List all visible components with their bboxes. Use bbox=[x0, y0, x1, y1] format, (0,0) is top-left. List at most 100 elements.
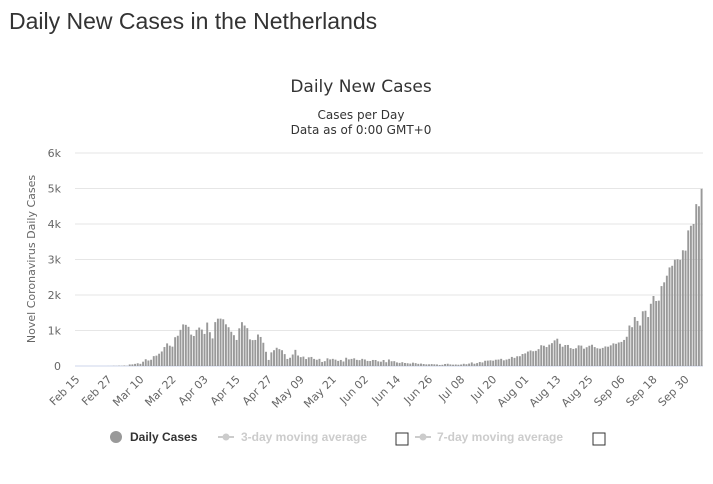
bar bbox=[684, 250, 687, 367]
bar bbox=[417, 363, 420, 366]
bar bbox=[289, 357, 292, 366]
bar bbox=[155, 355, 158, 366]
bar bbox=[628, 325, 631, 366]
legend-item-3day-average[interactable]: 3-day moving average bbox=[218, 430, 367, 444]
bar bbox=[377, 361, 380, 366]
bar bbox=[147, 360, 150, 366]
legend-label: 3-day moving average bbox=[241, 430, 367, 444]
bar bbox=[596, 348, 599, 366]
bar bbox=[558, 343, 561, 366]
bar bbox=[545, 347, 548, 366]
bar bbox=[607, 346, 610, 366]
bar bbox=[540, 345, 543, 366]
bar bbox=[131, 364, 134, 366]
bar bbox=[363, 359, 366, 366]
bar bbox=[534, 350, 537, 366]
bar bbox=[412, 362, 414, 366]
bar bbox=[695, 204, 698, 366]
bar bbox=[262, 342, 265, 366]
bar bbox=[623, 339, 626, 366]
bar bbox=[617, 342, 620, 366]
legend-marker-circle-icon bbox=[110, 431, 122, 443]
bar bbox=[297, 355, 300, 366]
x-tick-label: Jun 02 bbox=[337, 373, 371, 407]
bar bbox=[633, 317, 636, 366]
bar bbox=[347, 359, 350, 366]
bar bbox=[668, 267, 671, 366]
legend: Daily Cases 3-day moving average 7-day m… bbox=[110, 430, 606, 446]
bar bbox=[577, 345, 580, 366]
bar bbox=[329, 359, 332, 366]
bar bbox=[462, 363, 465, 366]
bar bbox=[350, 358, 353, 366]
checkbox-3day-average[interactable] bbox=[395, 432, 409, 446]
bar bbox=[358, 360, 361, 366]
bar bbox=[355, 359, 358, 366]
legend-item-7day-average[interactable]: 7-day moving average bbox=[415, 430, 563, 444]
x-tick-label: Apr 03 bbox=[176, 373, 211, 408]
bar bbox=[176, 335, 179, 366]
bar bbox=[494, 359, 497, 366]
y-tick-label: 0 bbox=[54, 360, 61, 373]
bar bbox=[508, 358, 511, 366]
bar bbox=[144, 359, 147, 366]
bar bbox=[660, 286, 663, 366]
bar bbox=[404, 362, 406, 366]
bar bbox=[224, 324, 227, 366]
bar bbox=[273, 350, 275, 366]
bar bbox=[532, 351, 535, 366]
bar bbox=[184, 324, 187, 366]
x-tick-label: Sep 06 bbox=[591, 373, 627, 409]
bar bbox=[689, 225, 692, 366]
legend-item-daily-cases[interactable]: Daily Cases bbox=[110, 430, 198, 444]
bar bbox=[575, 348, 577, 366]
x-tick-label: Jun 14 bbox=[369, 373, 403, 407]
bar bbox=[561, 346, 564, 366]
bar bbox=[174, 337, 177, 366]
bar bbox=[382, 360, 385, 366]
x-tick-label: Feb 27 bbox=[79, 373, 114, 408]
bar bbox=[529, 350, 532, 366]
bar bbox=[387, 359, 390, 366]
bar bbox=[537, 349, 540, 366]
legend-label: Daily Cases bbox=[130, 430, 198, 444]
bar bbox=[390, 361, 393, 366]
bar bbox=[473, 363, 476, 366]
bar bbox=[444, 363, 446, 366]
checkbox-7day-average[interactable] bbox=[592, 432, 606, 446]
bar bbox=[593, 347, 596, 366]
bar bbox=[591, 344, 593, 366]
bar bbox=[521, 354, 524, 366]
bar bbox=[644, 310, 647, 366]
x-tick-label: Apr 15 bbox=[208, 373, 243, 408]
bar bbox=[676, 259, 679, 366]
bar bbox=[259, 336, 262, 366]
bar bbox=[436, 364, 438, 366]
bar bbox=[657, 300, 660, 366]
bar bbox=[542, 345, 545, 366]
bar bbox=[548, 344, 551, 366]
bar bbox=[700, 188, 703, 366]
bar bbox=[620, 341, 623, 366]
y-tick-label: 1k bbox=[48, 325, 62, 338]
bar bbox=[687, 230, 690, 366]
x-tick-label: Aug 01 bbox=[495, 373, 532, 410]
bar bbox=[187, 326, 190, 366]
bar bbox=[567, 344, 569, 366]
bar bbox=[585, 347, 588, 366]
bar bbox=[334, 359, 337, 366]
bar bbox=[601, 347, 604, 366]
bar bbox=[679, 259, 682, 366]
bar bbox=[406, 363, 409, 366]
bar bbox=[395, 362, 398, 366]
bar bbox=[452, 364, 455, 366]
bar bbox=[139, 363, 142, 366]
bar bbox=[203, 333, 206, 366]
legend-marker-icon bbox=[222, 433, 230, 441]
bar bbox=[652, 295, 655, 366]
bar bbox=[227, 327, 230, 366]
bar bbox=[198, 327, 201, 366]
bar bbox=[556, 338, 559, 366]
bar bbox=[516, 356, 519, 366]
